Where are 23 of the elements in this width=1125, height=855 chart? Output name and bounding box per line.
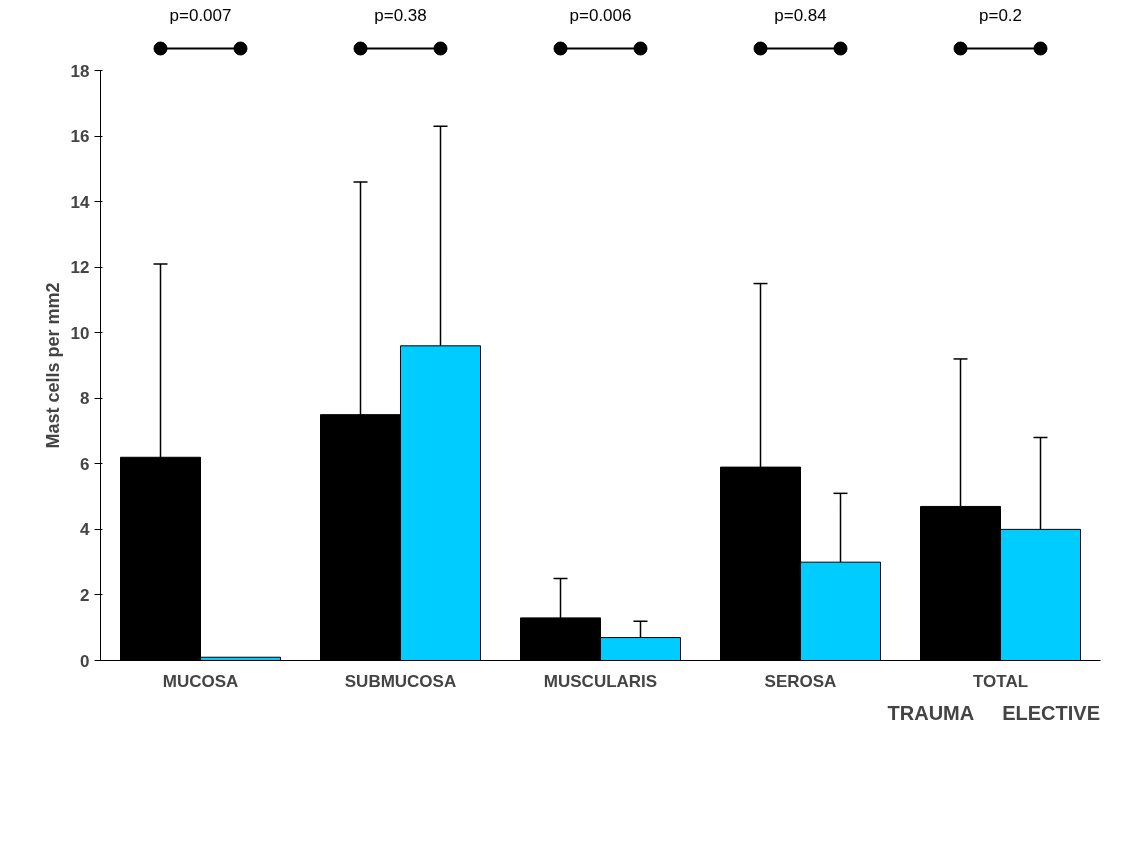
y-tick-label: 10	[70, 323, 90, 343]
y-tick-label: 4	[80, 520, 91, 540]
y-tick-label: 8	[80, 389, 90, 409]
y-tick-label: 0	[80, 651, 90, 671]
y-tick-label: 18	[70, 61, 90, 81]
x-tick-label: SEROSA	[764, 671, 837, 691]
x-tick-label: MUSCULARIS	[543, 671, 658, 691]
text: p=0.007	[169, 6, 232, 25]
x-tick-label: SUBMUCOSA	[344, 671, 457, 691]
text: ELECTIVE	[1002, 701, 1100, 725]
text: TRAUMA	[887, 701, 975, 725]
text: p=0.2	[978, 6, 1023, 25]
y-tick-label: 2	[80, 585, 90, 605]
text: p=0.38	[374, 6, 427, 25]
y-tick-label: 6	[80, 454, 90, 474]
y-tick-label: 16	[70, 127, 90, 147]
y-axis-title: Mast cells per mm2	[42, 282, 63, 449]
text: p=0.006	[569, 6, 632, 25]
y-tick-label: 14	[70, 192, 91, 212]
x-tick-label: TOTAL	[972, 671, 1029, 691]
y-tick-label: 12	[70, 258, 90, 278]
text: p=0.84	[774, 6, 827, 25]
x-tick-label: MUCOSA	[162, 671, 239, 691]
